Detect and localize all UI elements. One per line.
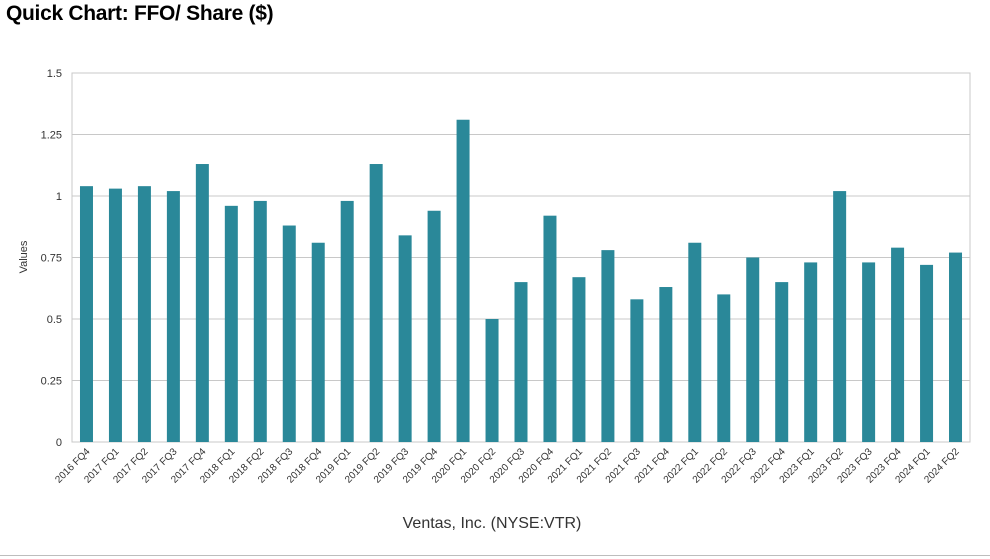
- bar[interactable]: [79, 186, 93, 442]
- bar[interactable]: [833, 191, 847, 442]
- y-tick-label: 0: [56, 437, 62, 449]
- y-axis-label: Values: [18, 240, 30, 273]
- bar[interactable]: [369, 164, 383, 442]
- bottom-divider: [0, 555, 990, 556]
- bar[interactable]: [398, 235, 412, 442]
- bar[interactable]: [514, 282, 528, 442]
- bar[interactable]: [862, 262, 876, 442]
- y-tick-label: 1.5: [47, 68, 62, 80]
- bar[interactable]: [456, 119, 470, 443]
- bar[interactable]: [253, 200, 267, 442]
- bar[interactable]: [920, 264, 934, 442]
- y-tick-label: 0.75: [41, 253, 62, 265]
- bar[interactable]: [311, 242, 325, 442]
- bar[interactable]: [543, 215, 557, 442]
- bar[interactable]: [195, 164, 209, 442]
- bar[interactable]: [949, 252, 963, 442]
- bar[interactable]: [659, 287, 673, 442]
- bar[interactable]: [224, 205, 238, 442]
- x-axis-label: Ventas, Inc. (NYSE:VTR): [403, 515, 582, 532]
- bar[interactable]: [282, 225, 296, 442]
- bar[interactable]: [485, 319, 499, 442]
- bar[interactable]: [427, 210, 441, 442]
- y-tick-labels: 0 0.25 0.5 0.75 1 1.25 1.5: [41, 68, 62, 449]
- bar-series: [79, 119, 963, 443]
- bar[interactable]: [804, 262, 818, 442]
- bar[interactable]: [717, 294, 731, 442]
- bar[interactable]: [775, 282, 789, 442]
- bar[interactable]: [891, 247, 905, 442]
- y-tick-label: 1.25: [41, 130, 62, 142]
- bar[interactable]: [630, 299, 644, 442]
- bar[interactable]: [166, 191, 180, 442]
- y-tick-label: 0.5: [47, 314, 62, 326]
- page-title: Quick Chart: FFO/ Share ($): [6, 2, 274, 25]
- bar[interactable]: [137, 186, 151, 442]
- bar[interactable]: [601, 250, 615, 442]
- y-tick-label: 0.25: [41, 376, 62, 388]
- bar[interactable]: [340, 200, 354, 442]
- y-tick-label: 1: [56, 191, 62, 203]
- bar[interactable]: [746, 257, 760, 443]
- bar[interactable]: [108, 188, 122, 442]
- bar[interactable]: [572, 277, 586, 442]
- bar[interactable]: [688, 242, 702, 442]
